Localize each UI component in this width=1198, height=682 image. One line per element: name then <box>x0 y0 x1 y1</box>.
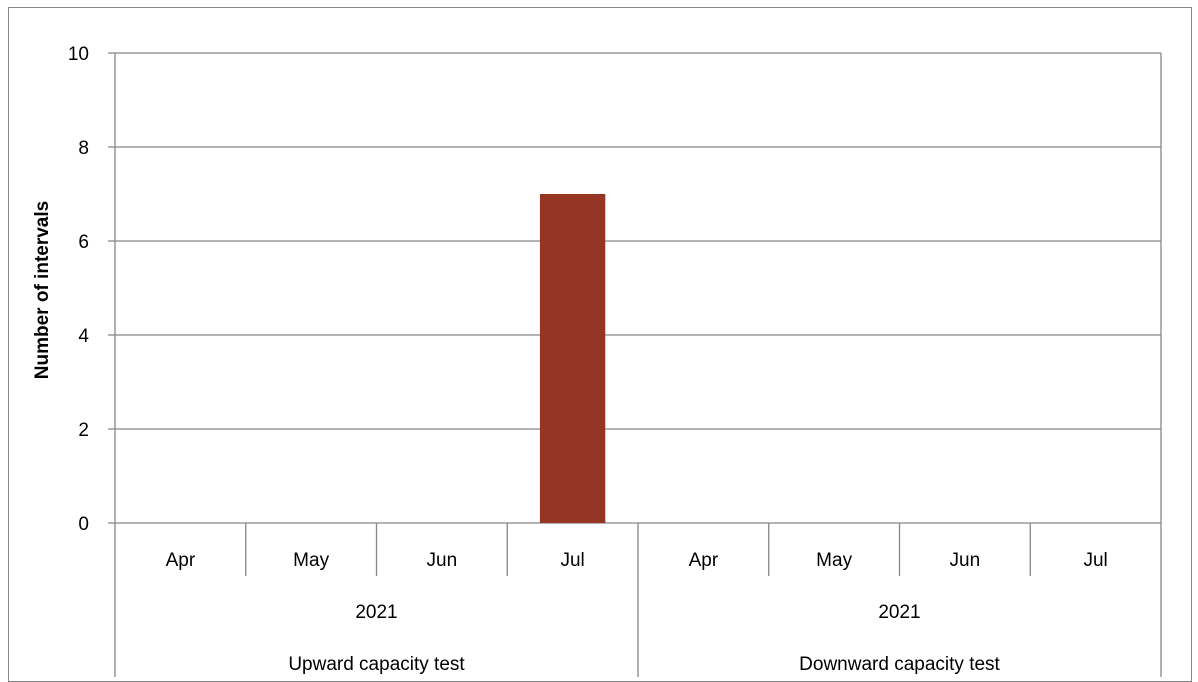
month-label: Jul <box>1083 550 1107 571</box>
month-label: Jun <box>950 550 981 571</box>
month-label: Jun <box>427 550 458 571</box>
y-tick-label: 8 <box>78 138 89 159</box>
month-label: May <box>816 550 852 571</box>
year-label: 2021 <box>878 602 920 623</box>
category-axis: Apr May Jun Jul Apr May Jun Jul 2021 Upward capac… <box>166 523 1108 677</box>
y-tick-labels: 0 2 4 6 8 10 <box>68 44 90 535</box>
month-label: Apr <box>689 550 719 571</box>
axes <box>114 53 1162 677</box>
y-tick-label: 0 <box>78 514 89 535</box>
year-label: 2021 <box>355 602 397 623</box>
month-label: Jul <box>560 550 584 571</box>
bar-jul <box>539 194 606 523</box>
bars <box>539 194 606 523</box>
y-tick-label: 6 <box>78 232 89 253</box>
group-label: Upward capacity test <box>288 654 465 675</box>
y-tick-label: 4 <box>78 326 89 347</box>
month-label: Apr <box>166 550 196 571</box>
gridlines <box>108 52 1161 524</box>
y-axis-title: Number of intervals <box>32 201 53 379</box>
y-tick-label: 2 <box>78 420 89 441</box>
group-label: Downward capacity test <box>799 654 1000 675</box>
y-tick-label: 10 <box>68 44 89 65</box>
month-label: May <box>293 550 329 571</box>
